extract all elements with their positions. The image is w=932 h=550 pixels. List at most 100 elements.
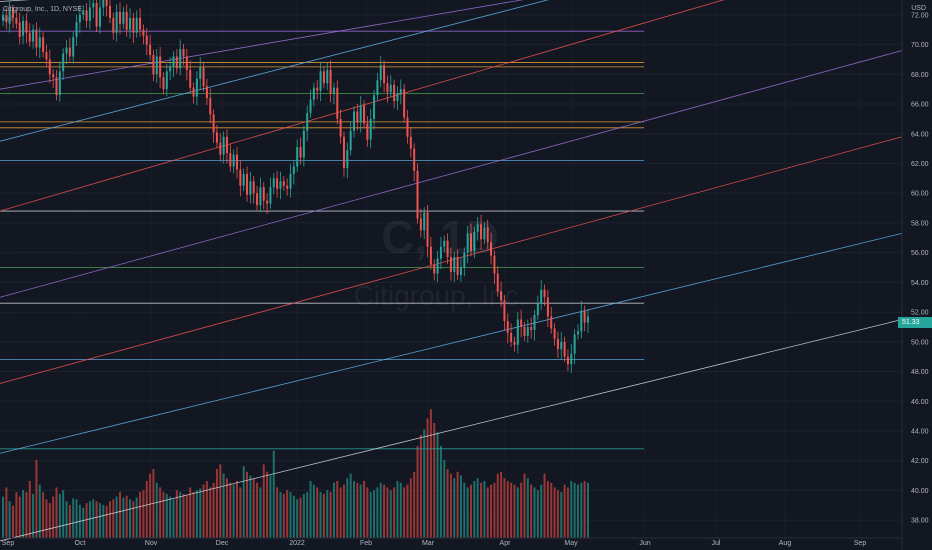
volume-bar (359, 484, 362, 538)
candle-body (125, 11, 128, 30)
candle-body (399, 89, 402, 94)
volume-bar (35, 459, 38, 538)
candle-body (55, 77, 58, 96)
volume-bar (175, 490, 178, 538)
candle-body (523, 326, 526, 336)
volume-bar (179, 492, 182, 538)
volume-bar (58, 493, 61, 538)
volume-bar (526, 478, 529, 538)
price-tick-label: 42.00 (911, 458, 929, 465)
price-tick-label: 38.00 (911, 518, 929, 525)
candle-body (35, 29, 38, 48)
candle-body (373, 95, 376, 119)
volume-bar (15, 492, 18, 538)
candle-body (175, 56, 178, 69)
candle-body (486, 227, 489, 243)
horizontal-levels[interactable] (0, 30, 644, 450)
volume-bar (322, 493, 325, 538)
candle-body (439, 246, 442, 259)
price-tick-label: 52.00 (911, 310, 929, 317)
candle-body (108, 5, 111, 18)
candle-body (95, 2, 98, 27)
volume-bar (235, 480, 239, 538)
volume-bar (369, 492, 372, 538)
volume-bar (122, 497, 125, 538)
candle-body (540, 289, 543, 304)
candle-body (349, 130, 352, 151)
price-tick-label: 48.00 (911, 369, 929, 376)
time-tick-label: Sep (854, 540, 867, 547)
volume-bar (580, 482, 583, 538)
candle-body (32, 29, 35, 42)
price-tick-label: 66.00 (911, 102, 929, 109)
symbol-title[interactable]: Citigroup, Inc., 1D, NYSE (3, 6, 82, 13)
candle-body (503, 300, 506, 322)
candle-body (269, 187, 272, 204)
volume-bar (55, 487, 58, 538)
time-axis[interactable]: Sep Oct Nov Dec 2022 Feb Mar Apr May Jun Jul Aug Sep (0, 537, 902, 547)
price-tick-label: 68.00 (911, 72, 929, 79)
volume-bar (266, 471, 269, 538)
volume-bar (523, 473, 526, 538)
candle-body (98, 7, 101, 27)
volume-label[interactable]: Vol (3, 16, 13, 23)
volume-bar (352, 480, 356, 538)
volume-bar (195, 490, 198, 538)
volume-bar (332, 482, 335, 538)
volume-bar (92, 499, 95, 538)
candle-body (1, 14, 5, 21)
volume-bar (312, 484, 315, 538)
volume-bar (52, 496, 55, 538)
candle-body (463, 252, 466, 268)
volume-bar (586, 482, 590, 538)
volume-bar (496, 473, 499, 538)
candle-body (466, 233, 469, 253)
volume-bar (363, 480, 366, 538)
volume-bar (536, 490, 539, 538)
candle-body (510, 332, 513, 342)
candle-body (25, 20, 28, 33)
candle-body (272, 178, 275, 188)
candle-body (199, 66, 202, 79)
volume-bar (342, 484, 345, 538)
time-tick-label: Sep (2, 540, 15, 547)
candle-body (570, 353, 573, 365)
volume-bar (182, 493, 185, 538)
volume-bar (12, 505, 15, 538)
candle-body (38, 37, 41, 48)
candle-body (105, 0, 108, 6)
time-tick-label: May (564, 540, 578, 547)
volume-bar (456, 471, 459, 538)
volume-bar (296, 499, 299, 538)
volume-bar (219, 464, 222, 538)
volume-bar (309, 480, 312, 538)
candle-body (42, 37, 45, 53)
candle-body (192, 87, 195, 97)
last-price-tag: 51.33 (898, 317, 932, 329)
candle-body (316, 87, 319, 91)
candle-body (279, 181, 282, 189)
volume-bar (319, 492, 322, 538)
volume-bar (1, 496, 5, 538)
volume-bar (286, 490, 289, 538)
price-tick-label: 58.00 (911, 220, 929, 227)
candle-body (189, 69, 192, 88)
channel-line (0, 0, 524, 90)
volume-bar (88, 501, 91, 538)
price-tick-label: 72.00 (911, 12, 929, 19)
candle-body (490, 242, 493, 256)
volume-bar (205, 480, 208, 538)
candle-body (302, 130, 305, 158)
volume-bar (429, 409, 432, 538)
channel-line (0, 0, 31, 2)
candle-body (453, 257, 456, 272)
volume-bar (453, 478, 456, 538)
volume-bar (145, 480, 148, 538)
candle-body (266, 200, 269, 204)
candle-body (45, 52, 48, 60)
volume-bar (18, 496, 21, 538)
volume-bar (68, 504, 71, 538)
volume-bar (393, 487, 396, 538)
price-axis[interactable]: 38.00 40.00 42.00 44.00 46.00 48.00 50.00 52.00… (901, 0, 929, 550)
